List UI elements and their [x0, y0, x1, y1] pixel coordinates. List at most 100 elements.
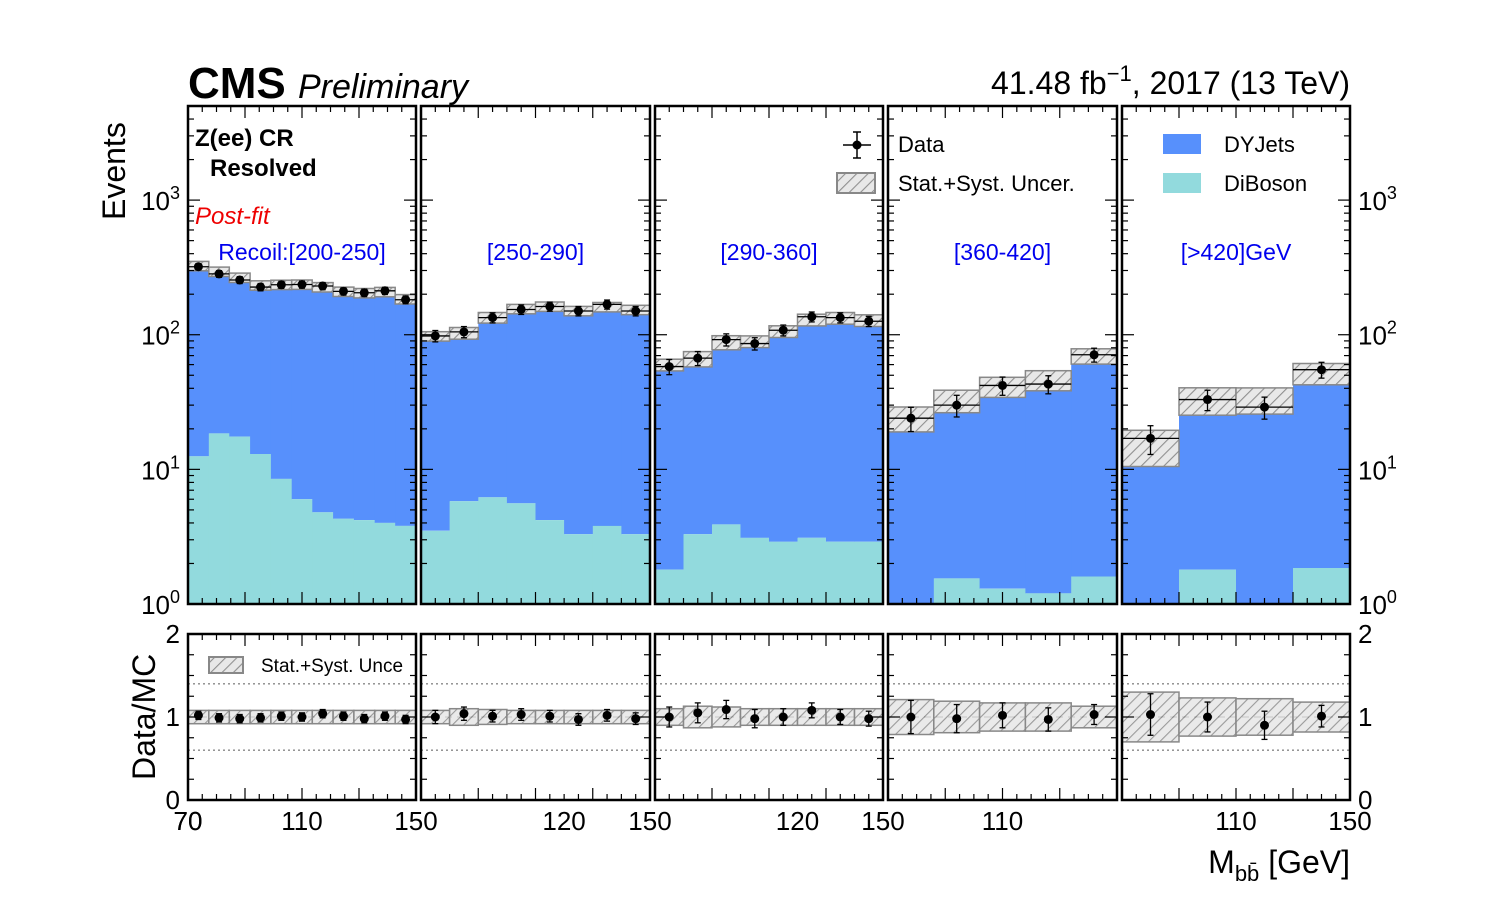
- diboson-bar: [188, 456, 210, 604]
- legend-dyjets-label: DYJets: [1224, 132, 1295, 157]
- y-tick-base: 10: [1358, 455, 1387, 485]
- data-marker: [864, 316, 874, 326]
- experiment-label: CMS: [188, 59, 286, 108]
- x-axis-label-main: M: [1208, 844, 1235, 880]
- ratio-point: [906, 699, 916, 735]
- data-point: [621, 305, 650, 317]
- dyjets-bar: [291, 284, 313, 500]
- data-point: [395, 295, 416, 305]
- data-marker: [998, 380, 1007, 390]
- ratio-point: [693, 702, 703, 724]
- data-point: [740, 337, 769, 351]
- diboson-bar: [270, 478, 293, 604]
- data-marker: [516, 304, 526, 314]
- data-point: [1293, 361, 1350, 379]
- data-marker: [693, 353, 703, 363]
- diboson-bar: [291, 499, 313, 604]
- ratio-tick-label-left: 1: [166, 702, 180, 732]
- ratio-tick-label-right: 2: [1358, 619, 1372, 649]
- data-point: [270, 280, 292, 290]
- data-marker: [459, 327, 469, 337]
- diboson-bar: [740, 537, 770, 604]
- ratio-point: [1260, 710, 1269, 741]
- ratio-point: [750, 708, 760, 729]
- dyjets-bar: [1179, 399, 1237, 570]
- y-tick-exponent: 1: [1387, 452, 1397, 472]
- data-marker: [214, 269, 224, 279]
- data-point: [1122, 425, 1179, 456]
- ratio-point: [1203, 701, 1212, 733]
- ratio-axis-label: Data/MC: [126, 654, 162, 780]
- category-label: [250-290]: [487, 239, 584, 265]
- y-tick-label-left: 101: [141, 452, 180, 485]
- data-marker: [1203, 395, 1212, 405]
- diboson-bar: [592, 525, 622, 604]
- data-marker: [297, 280, 307, 290]
- data-point: [1071, 347, 1117, 363]
- y-tick-label-right: 101: [1358, 452, 1397, 485]
- data-point: [854, 315, 883, 328]
- dyjets-bar: [1293, 373, 1351, 568]
- data-point: [979, 376, 1026, 396]
- data-marker: [430, 331, 440, 341]
- data-marker: [906, 413, 916, 423]
- y-tick-base: 10: [1358, 186, 1387, 216]
- dyjets-bar: [655, 364, 684, 570]
- data-marker: [1089, 350, 1099, 360]
- ratio-point: [318, 708, 328, 719]
- category-label: [>420]GeV: [1181, 239, 1292, 265]
- ratio-point: [721, 699, 731, 720]
- dyjets-bar: [854, 320, 884, 542]
- data-point: [250, 282, 271, 292]
- data-marker: [778, 325, 788, 335]
- ratio-marker: [401, 714, 411, 724]
- dyjets-bar: [1071, 355, 1118, 577]
- data-point: [826, 312, 855, 324]
- ratio-marker: [1043, 714, 1053, 724]
- y-tick-base: 10: [141, 455, 170, 485]
- x-tick-label: 120: [776, 806, 819, 836]
- ratio-point: [602, 708, 612, 722]
- ratio-point: [214, 713, 224, 723]
- data-marker: [488, 313, 498, 323]
- ratio-marker: [693, 708, 703, 718]
- fit-label: Post-fit: [195, 203, 271, 230]
- x-axis-label-unit: [GeV]: [1259, 844, 1350, 880]
- ratio-marker: [1317, 711, 1326, 721]
- diboson-bar: [769, 541, 798, 604]
- ratio-point: [235, 713, 245, 724]
- ratio-marker: [778, 712, 788, 722]
- diboson-bar: [421, 530, 450, 604]
- x-tick-label: 150: [861, 806, 904, 836]
- dyjets-bar: [592, 307, 622, 526]
- diboson-bar: [449, 501, 479, 604]
- ratio-point: [1089, 703, 1099, 726]
- dyjets-bar: [333, 291, 355, 519]
- dyjets-bar: [621, 309, 651, 535]
- data-point: [291, 280, 313, 290]
- data-point: [564, 305, 593, 317]
- ratio-tick-label-right: 1: [1358, 702, 1372, 732]
- dyjets-bar: [395, 299, 417, 526]
- dyjets-bar: [888, 418, 935, 604]
- ratio-point: [380, 711, 390, 721]
- dyjets-bar: [797, 319, 827, 538]
- ratio-marker: [631, 714, 641, 724]
- ratio-point: [459, 706, 469, 721]
- diboson-bar: [712, 524, 741, 604]
- lumi-label: 41.48 fb−1, 2017 (13 TeV): [991, 61, 1350, 101]
- ratio-marker: [835, 712, 845, 722]
- data-marker: [1317, 365, 1326, 375]
- dyjets-bar: [564, 310, 594, 535]
- ratio-point: [488, 709, 498, 723]
- data-marker: [276, 280, 286, 290]
- ratio-marker: [214, 713, 224, 723]
- y-tick-exponent: 2: [1387, 318, 1397, 338]
- diboson-bar: [1071, 576, 1118, 604]
- data-marker: [359, 288, 369, 298]
- dyjets-bar: [421, 336, 450, 531]
- diboson-bar: [506, 503, 536, 604]
- panel-2: [250-290] 120 150: [419, 104, 672, 836]
- ratio-point: [952, 703, 962, 734]
